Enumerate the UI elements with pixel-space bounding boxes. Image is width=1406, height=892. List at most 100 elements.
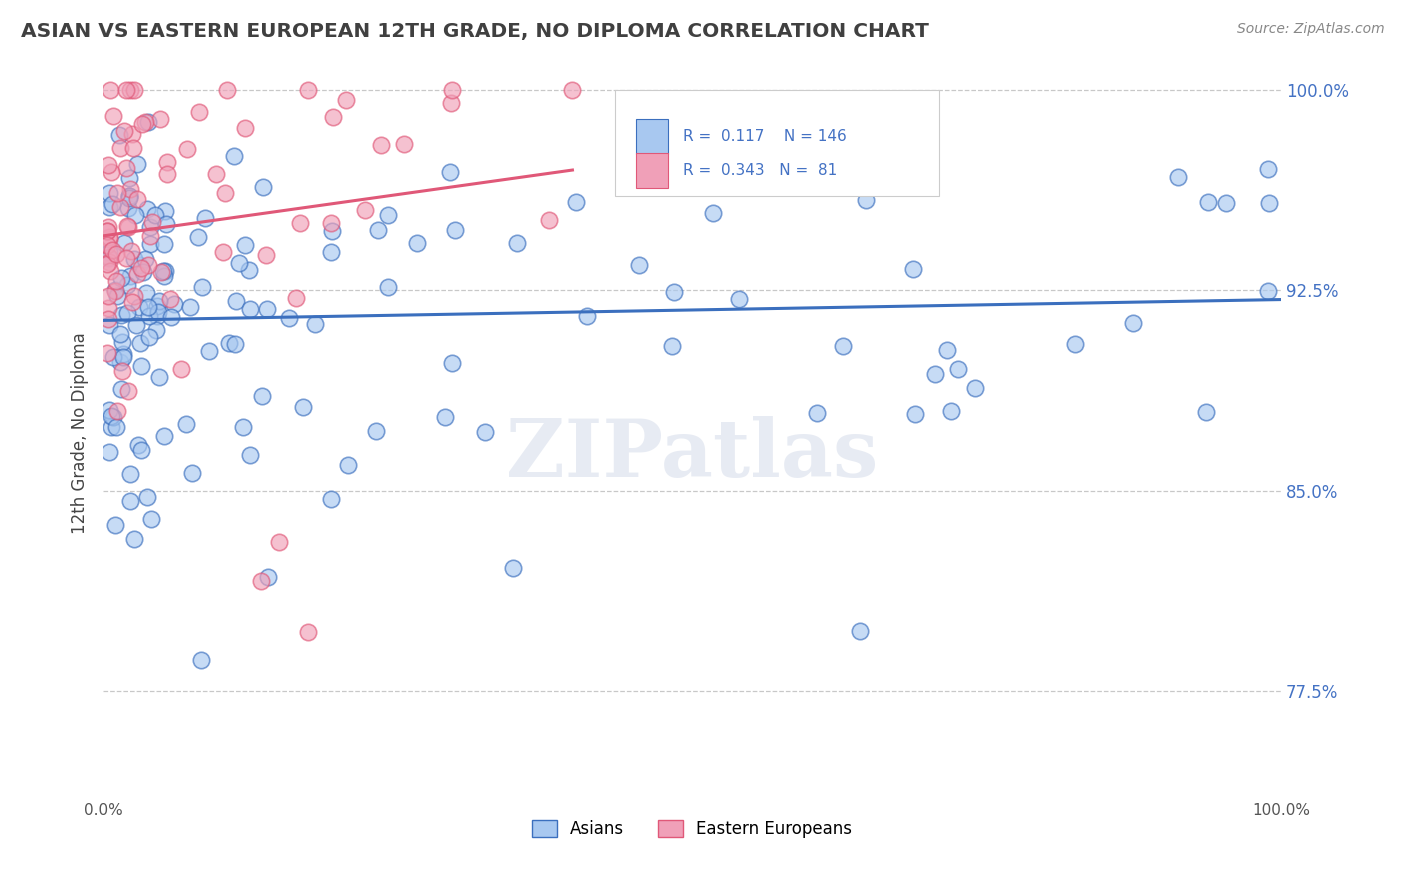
Point <box>855 194 877 208</box>
Point <box>117 189 139 203</box>
Point <box>561 83 583 97</box>
Point <box>152 429 174 443</box>
Point <box>319 216 342 230</box>
Point <box>249 574 271 588</box>
Point <box>138 310 160 324</box>
Point <box>101 197 124 211</box>
Point <box>98 186 121 201</box>
Point <box>117 201 139 215</box>
Point <box>290 216 312 230</box>
Point <box>849 624 872 638</box>
Point <box>353 203 375 218</box>
Point <box>441 356 464 370</box>
Point <box>153 269 176 284</box>
Point <box>98 244 121 259</box>
Point <box>233 121 256 136</box>
Point <box>297 625 319 640</box>
Point <box>406 235 429 250</box>
Point <box>149 112 172 127</box>
Point <box>297 83 319 97</box>
Point <box>141 215 163 229</box>
Point <box>948 362 970 376</box>
Point <box>124 83 146 97</box>
Point <box>128 258 150 272</box>
Point <box>575 309 598 323</box>
Point <box>117 219 139 234</box>
Point <box>125 157 148 171</box>
Point <box>444 223 467 237</box>
Point <box>122 141 145 155</box>
Point <box>111 364 134 378</box>
Point <box>506 236 529 251</box>
Point <box>321 245 343 260</box>
Point <box>149 265 172 279</box>
Point <box>382 45 405 59</box>
Point <box>112 124 135 138</box>
Point <box>105 186 128 200</box>
Point <box>108 355 131 369</box>
Point <box>146 298 169 312</box>
Point <box>122 532 145 546</box>
Point <box>97 255 120 269</box>
Point <box>194 211 217 226</box>
Point <box>100 419 122 434</box>
Point <box>131 117 153 131</box>
Point <box>370 137 392 152</box>
Point <box>267 535 290 549</box>
Point <box>110 335 132 350</box>
Point <box>103 285 125 299</box>
Point <box>135 490 157 504</box>
Point <box>125 192 148 206</box>
Point <box>239 448 262 462</box>
Point <box>96 238 118 252</box>
Point <box>105 274 128 288</box>
Point <box>114 83 136 97</box>
Point <box>135 285 157 300</box>
Point <box>118 191 141 205</box>
Point <box>96 224 118 238</box>
Point <box>181 467 204 481</box>
Point <box>170 362 193 376</box>
Point <box>129 260 152 275</box>
Point <box>205 167 228 181</box>
Point <box>122 252 145 266</box>
Point <box>474 425 496 440</box>
Point <box>138 220 160 235</box>
Point <box>174 417 197 432</box>
Point <box>965 380 987 394</box>
Point <box>440 96 463 111</box>
Point <box>138 330 160 344</box>
Point <box>155 217 177 231</box>
Point <box>108 200 131 214</box>
Point <box>128 300 150 314</box>
Point <box>120 269 142 284</box>
Point <box>97 158 120 172</box>
Point <box>1064 337 1087 351</box>
Bar <box>636 153 668 188</box>
Point <box>139 228 162 243</box>
Point <box>100 243 122 257</box>
Point <box>98 264 121 278</box>
Point <box>120 182 142 196</box>
Point <box>336 458 359 472</box>
Point <box>98 250 121 264</box>
Point <box>104 284 127 298</box>
Point <box>565 194 588 209</box>
Point <box>939 404 962 418</box>
Point <box>104 517 127 532</box>
Point <box>100 409 122 423</box>
Point <box>127 438 149 452</box>
Point <box>159 293 181 307</box>
Point <box>1122 316 1144 330</box>
Point <box>103 350 125 364</box>
Point <box>285 292 308 306</box>
Point <box>136 258 159 272</box>
Point <box>502 560 524 574</box>
Point <box>105 289 128 303</box>
Point <box>98 83 121 97</box>
Point <box>110 271 132 285</box>
Point <box>108 128 131 142</box>
Point <box>239 302 262 317</box>
Point <box>152 236 174 251</box>
Point <box>319 492 342 507</box>
